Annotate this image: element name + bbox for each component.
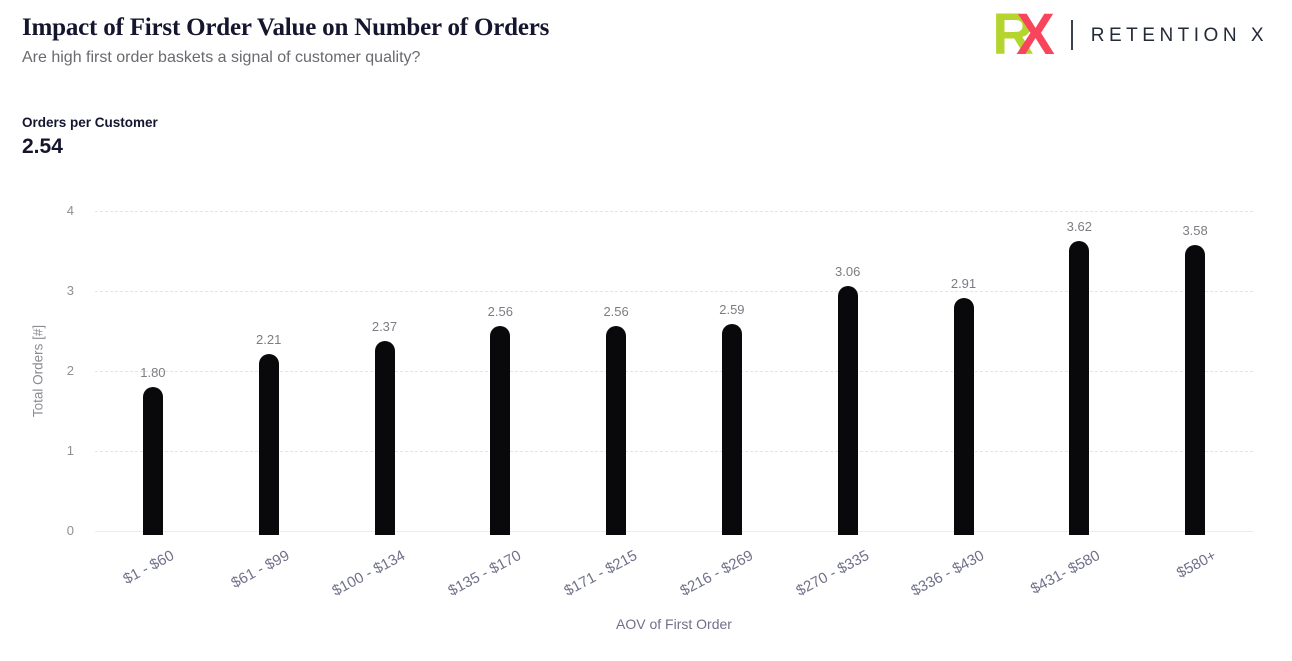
- logo-letter-r: R: [992, 2, 1035, 67]
- y-tick-label: 2: [66, 363, 74, 378]
- bar[interactable]: [953, 298, 974, 535]
- x-tick-label: $171 - $215: [561, 547, 641, 600]
- x-tick-label: $61 - $99: [228, 547, 293, 592]
- bar[interactable]: [721, 323, 742, 535]
- bar-value-label: 2.37: [371, 319, 398, 335]
- y-tick-label: 3: [66, 283, 74, 298]
- retentionx-logo: R X RETENTION X: [992, 2, 1268, 67]
- y-tick-label: 1: [66, 443, 74, 458]
- x-tick-label: $270 - $335: [792, 547, 872, 600]
- bar[interactable]: [606, 326, 627, 535]
- bar[interactable]: [490, 326, 511, 535]
- gridline: [95, 291, 1253, 292]
- kpi-orders-per-customer-label: Orders per Customer: [22, 115, 158, 130]
- rx-logo-icon: R X: [992, 2, 1055, 67]
- x-tick-label: $100 - $134: [329, 547, 409, 600]
- x-axis-title: AOV of First Order: [616, 616, 732, 632]
- x-tick-label: $135 - $170: [445, 547, 525, 600]
- bar[interactable]: [1185, 244, 1206, 535]
- bar-value-label: 2.21: [256, 332, 282, 348]
- bar-value-label: 2.56: [603, 304, 629, 320]
- x-tick-label: $431- $580: [1028, 547, 1104, 598]
- y-tick-label: 0: [66, 523, 74, 538]
- bar[interactable]: [374, 341, 395, 535]
- bar-value-label: 1.80: [140, 365, 166, 380]
- bar[interactable]: [142, 387, 163, 535]
- bar[interactable]: [837, 286, 858, 535]
- gridline: [95, 211, 1253, 212]
- gridline: [95, 451, 1253, 452]
- bar[interactable]: [1069, 241, 1090, 535]
- kpi-orders-per-customer-value: 2.54: [22, 135, 63, 158]
- x-tick-label: $216 - $269: [677, 547, 756, 600]
- page-title: Impact of First Order Value on Number of…: [22, 14, 550, 41]
- bar-value-label: 2.56: [487, 304, 513, 320]
- bar-value-label: 3.06: [835, 264, 861, 280]
- bar-value-label: 3.62: [1066, 219, 1092, 235]
- bar-value-label: 2.91: [950, 276, 977, 292]
- x-axis-line: [95, 531, 1253, 532]
- bar-value-label: 2.59: [719, 301, 745, 317]
- x-tick-label: $580+: [1173, 547, 1220, 582]
- bar[interactable]: [258, 354, 279, 535]
- logo-brand-text: RETENTION X: [1090, 25, 1268, 46]
- gridline: [95, 371, 1253, 372]
- x-tick-label: $1 - $60: [120, 547, 177, 588]
- page-subtitle: Are high first order baskets a signal of…: [22, 49, 421, 66]
- logo-letter-x: X: [1016, 2, 1055, 67]
- x-tick-label: $336 - $430: [908, 547, 988, 600]
- logo-divider: [1070, 20, 1073, 50]
- bar-value-label: 3.58: [1182, 222, 1208, 238]
- y-tick-label: 4: [66, 203, 74, 218]
